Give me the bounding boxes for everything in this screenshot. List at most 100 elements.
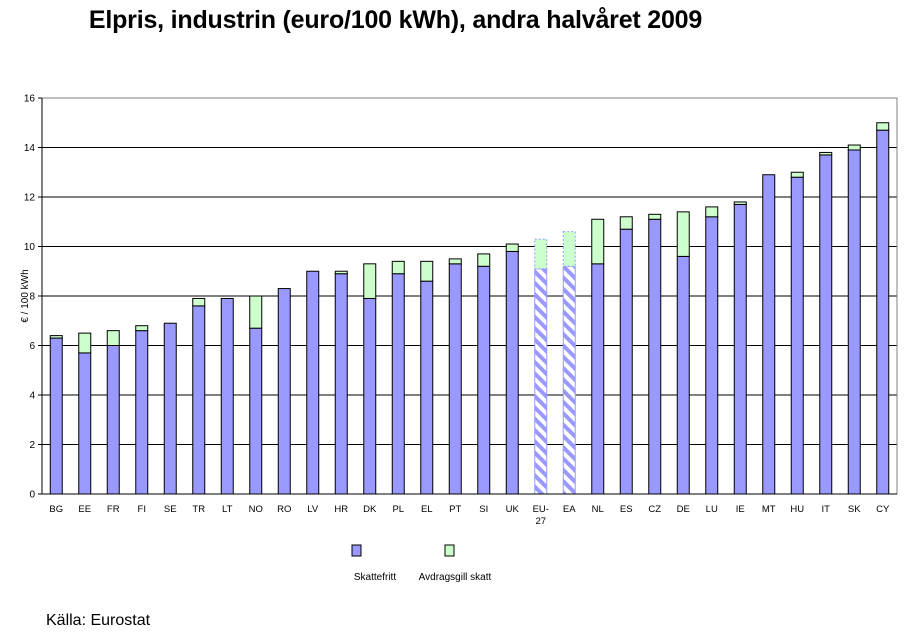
bar-skattefritt-tr [192, 305, 206, 495]
y-tick-labels: 0 2 4 6 8 10 12 14 16 [24, 94, 36, 501]
axes [41, 97, 898, 495]
y-axis-label: € / 100 kWh [20, 269, 31, 322]
x-tick-label-mt: MT [762, 504, 776, 515]
bar-avdragsgill-skatt-cz [648, 213, 662, 220]
y-tick-label: 14 [24, 143, 36, 154]
x-tick-label-fr: FR [107, 504, 120, 515]
bar-skattefritt-pt [448, 263, 462, 495]
y-tick-label: 2 [29, 440, 35, 451]
bar-skattefritt-nl [591, 263, 605, 495]
x-tick-label-hu: HU [790, 504, 804, 515]
x-tick-label-ee: EE [78, 504, 91, 515]
bar-skattefritt-fi [135, 330, 149, 495]
bar-avdragsgill-skatt-el [420, 260, 434, 282]
bar-avdragsgill-skatt-no [249, 295, 263, 329]
bar-skattefritt-ie [733, 203, 747, 495]
x-tick-label-pl: PL [392, 504, 404, 515]
x-tick-label-uk: UK [506, 504, 520, 515]
y-tick-label: 10 [24, 242, 36, 253]
x-tick-label-sk: SK [848, 504, 861, 515]
bar-skattefritt-bg [49, 337, 63, 495]
bar-skattefritt-cz [648, 218, 662, 495]
bar-skattefritt-ee [78, 352, 92, 495]
x-tick-label-no: NO [249, 504, 263, 515]
bar-skattefritt-es [619, 228, 633, 495]
bar-skattefritt-eu-27 [534, 268, 548, 495]
x-tick-label-fi: FI [138, 504, 146, 515]
bar-avdragsgill-skatt-tr [192, 297, 206, 307]
bar-skattefritt-mt [762, 174, 776, 495]
legend: Skattefritt Avdragsgill skatt [351, 544, 492, 583]
x-tick-label-eu-27: EU- [533, 504, 549, 515]
bar-avdragsgill-skatt-cy [876, 122, 890, 131]
x-tick-labels: BG EE FR FI SE TR LT NO RO LV HR DK PL EL PT SI UK EU-27 E… [49, 504, 890, 527]
legend-label-avdragsgill-skatt: Avdragsgill skatt [419, 572, 492, 583]
bar-skattefritt-dk [363, 297, 377, 495]
source-note: Källa: Eurostat [46, 612, 151, 629]
bar-avdragsgill-skatt-hr [334, 270, 348, 275]
x-tick-label-cz: CZ [648, 504, 661, 515]
bar-skattefritt-hr [334, 273, 348, 495]
x-tick-label-it: IT [822, 504, 831, 515]
bar-avdragsgill-skatt-eu-27 [534, 238, 548, 270]
bar-skattefritt-uk [505, 250, 519, 495]
bar-avdragsgill-skatt-fr [106, 330, 120, 346]
bar-avdragsgill-skatt-lu [705, 206, 719, 218]
y-tick-label: 12 [24, 193, 36, 204]
bar-avdragsgill-skatt-ee [78, 332, 92, 354]
x-tick-label-nl: NL [592, 504, 604, 515]
bar-avdragsgill-skatt-si [477, 253, 491, 267]
bar-avdragsgill-skatt-fi [135, 325, 149, 332]
x-tick-label-line2: 27 [535, 516, 546, 527]
legend-swatch-avdragsgill-skatt [444, 544, 455, 557]
bar-skattefritt-sk [847, 149, 861, 495]
legend-label-skattefritt: Skattefritt [354, 572, 396, 583]
chart-title: Elpris, industrin (euro/100 kWh), andra … [0, 6, 915, 35]
bar-skattefritt-it [819, 154, 833, 495]
x-tick-label-hr: HR [334, 504, 348, 515]
x-tick-label-ea: EA [563, 504, 576, 515]
bar-skattefritt-de [676, 255, 690, 495]
x-tick-label-pt: PT [449, 504, 461, 515]
x-tick-label-ro: RO [277, 504, 291, 515]
bar-skattefritt-lt [220, 297, 234, 495]
x-tick-label-de: DE [677, 504, 690, 515]
bar-avdragsgill-skatt-bg [49, 335, 63, 339]
y-tick-label: 8 [29, 292, 35, 303]
x-tick-label-cy: CY [876, 504, 890, 515]
x-tick-label-ie: IE [736, 504, 745, 515]
bar-skattefritt-fr [106, 345, 120, 495]
bars [49, 122, 890, 495]
y-tick-label: 0 [29, 490, 35, 501]
bar-skattefritt-pl [391, 273, 405, 495]
bar-avdragsgill-skatt-uk [505, 243, 519, 252]
bar-avdragsgill-skatt-sk [847, 144, 861, 151]
bar-avdragsgill-skatt-pl [391, 260, 405, 275]
bar-skattefritt-hu [790, 176, 804, 495]
bar-avdragsgill-skatt-it [819, 151, 833, 156]
bar-avdragsgill-skatt-pt [448, 258, 462, 265]
x-tick-label-se: SE [164, 504, 177, 515]
x-tick-label-lv: LV [307, 504, 319, 515]
y-tick-label: 6 [29, 341, 35, 352]
x-tick-label-es: ES [620, 504, 633, 515]
bar-avdragsgill-skatt-de [676, 211, 690, 257]
x-tick-label-el: EL [421, 504, 433, 515]
x-tick-label-bg: BG [49, 504, 63, 515]
bar-avdragsgill-skatt-hu [790, 171, 804, 178]
bar-skattefritt-ea [562, 265, 576, 495]
x-tick-label-tr: TR [192, 504, 205, 515]
x-tick-label-si: SI [479, 504, 488, 515]
bar-avdragsgill-skatt-ie [733, 201, 747, 205]
bar-avdragsgill-skatt-dk [363, 263, 377, 299]
legend-swatch-skattefritt [351, 544, 362, 557]
x-tick-label-lu: LU [706, 504, 718, 515]
bar-skattefritt-lv [306, 270, 320, 495]
bar-skattefritt-no [249, 327, 263, 495]
y-tick-label: 4 [29, 391, 35, 402]
bar-skattefritt-lu [705, 216, 719, 495]
chart-title-text: Elpris, industrin (euro/100 kWh), andra … [88, 6, 703, 34]
x-tick-label-dk: DK [363, 504, 377, 515]
bar-skattefritt-el [420, 280, 434, 495]
